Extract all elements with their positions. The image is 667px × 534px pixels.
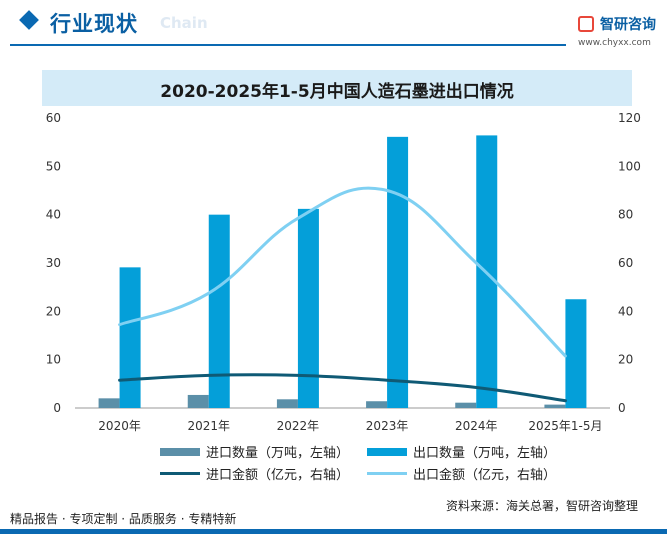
y-left-tick-label: 30 [46,256,61,270]
y-left-tick-label: 0 [53,401,61,415]
bar-import-qty [544,404,566,408]
bar-import-qty [98,398,120,408]
legend-swatch-export-amt [367,472,407,475]
y-left-tick-label: 50 [46,159,61,173]
legend-swatch-import-amt [160,472,200,475]
x-tick-label: 2020年 [98,419,141,433]
footer-tagline: 精品报告 · 专项定制 · 品质服务 · 专精特新 [10,512,237,526]
x-tick-label: 2024年 [455,419,498,433]
line-import-amt [118,373,567,403]
bar-export-qty [297,208,319,408]
legend-item-export-qty: 出口数量（万吨，左轴） [367,442,556,461]
legend-item-import-amt: 进口金额（亿元，右轴） [160,464,349,483]
y-right-tick-label: 120 [618,111,641,125]
x-tick-label: 2021年 [187,419,230,433]
legend-item-export-amt: 出口金额（亿元，右轴） [367,464,556,483]
brand-logo: 智研咨询 www.chyxx.com [578,14,658,50]
x-tick-label: 2025年1-5月 [528,419,602,433]
legend-label-export-qty: 出口数量（万吨，左轴） [413,446,557,461]
bar-import-qty [455,402,477,408]
y-left-tick-label: 10 [46,353,61,367]
bar-import-qty [366,401,388,408]
x-tick-label: 2023年 [366,419,409,433]
header: 行业现状 Chain 智研咨询 www.chyxx.com [0,0,667,48]
bar-export-qty [208,214,230,408]
y-right-tick-label: 80 [618,208,633,222]
y-right-tick-label: 40 [618,304,633,318]
y-left-tick-label: 20 [46,304,61,318]
y-right-tick-label: 60 [618,256,633,270]
footer-bar [0,529,667,534]
legend-swatch-import-qty [160,447,200,456]
y-right-tick-label: 0 [618,401,626,415]
section-title: 行业现状 [50,12,138,36]
bar-import-qty [276,399,298,408]
y-left-tick-label: 60 [46,111,61,125]
bar-export-qty [119,267,141,408]
header-divider [10,44,566,46]
bar-export-qty [387,136,409,408]
x-tick-label: 2022年 [277,419,320,433]
bar-import-qty [187,394,209,408]
line-export-amt [118,186,567,358]
legend-item-import-qty: 进口数量（万吨，左轴） [160,442,349,461]
y-right-tick-label: 100 [618,159,641,173]
logo-url: www.chyxx.com [578,38,651,48]
legend-label-import-qty: 进口数量（万吨，左轴） [206,446,350,461]
y-right-tick-label: 20 [618,353,633,367]
legend-label-export-amt: 出口金额（亿元，右轴） [413,468,557,483]
chart-title: 2020-2025年1-5月中国人造石墨进出口情况 [160,82,514,102]
source-note: 资料来源：海关总署，智研咨询整理 [446,499,639,513]
bar-export-qty [565,299,587,408]
logo-name: 智研咨询 [600,17,656,33]
legend: 进口数量（万吨，左轴） 出口数量（万吨，左轴） 进口金额（亿元，右轴） 出口金额… [160,442,560,486]
legend-swatch-export-qty [367,447,407,456]
ghost-text: Chain [160,14,208,32]
logo-mark-icon [578,16,594,32]
legend-label-import-amt: 进口金额（亿元，右轴） [206,468,350,483]
chart-title-bar: 2020-2025年1-5月中国人造石墨进出口情况 [42,70,632,106]
y-left-tick-label: 40 [46,208,61,222]
